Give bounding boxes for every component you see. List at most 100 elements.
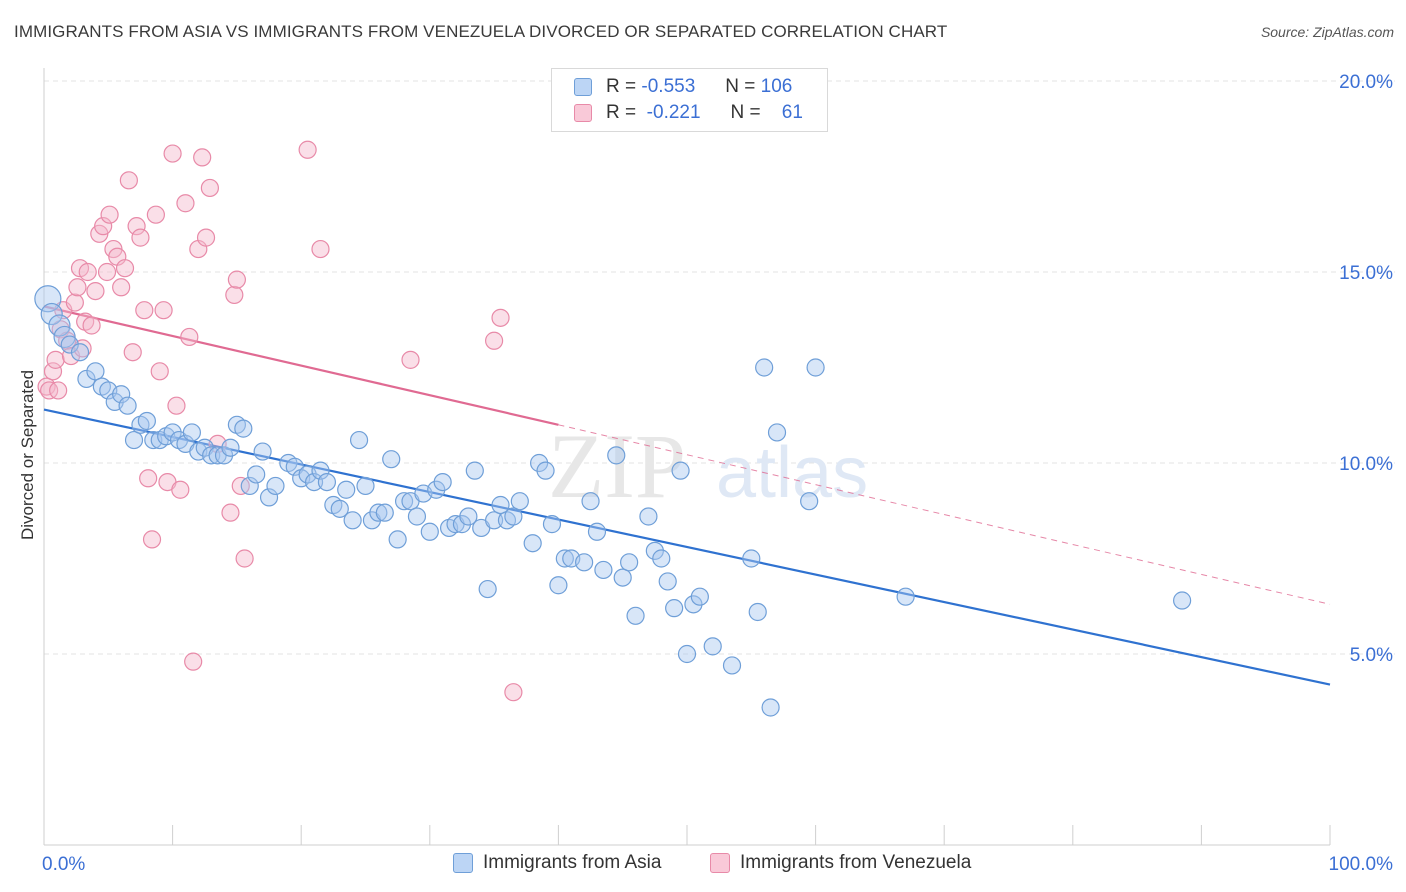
venezuela-point: [167, 396, 186, 415]
asia-point: [542, 515, 562, 534]
venezuela-point: [82, 316, 101, 335]
venezuela-points: [37, 140, 523, 702]
asia-point: [343, 511, 362, 530]
asia-point: [394, 492, 414, 511]
asia-point: [349, 430, 369, 450]
asia-point: [523, 534, 542, 553]
asia-point: [581, 492, 600, 511]
asia-point: [375, 503, 394, 522]
asia-point: [742, 549, 761, 568]
asia-point: [369, 503, 388, 522]
x-tick-label-min: 0.0%: [42, 854, 85, 875]
y-tick-label: 5.0%: [1350, 645, 1393, 666]
asia-point: [587, 522, 607, 541]
venezuela-point: [491, 308, 510, 327]
venezuela-point: [298, 140, 317, 159]
venezuela-r-value: -0.221: [646, 102, 701, 123]
asia-point: [755, 358, 774, 377]
legend-row-venezuela: R = -0.221 N = 61: [574, 101, 803, 125]
grid-lines: [44, 80, 1395, 655]
y-tick-label: 20.0%: [1339, 72, 1393, 93]
legend-item-venezuela[interactable]: Immigrants from Venezuela: [710, 852, 971, 874]
venezuela-point: [49, 381, 68, 400]
venezuela-point: [97, 262, 117, 282]
asia-n-label: N =: [725, 76, 756, 97]
asia-point: [485, 511, 504, 530]
venezuela-swatch: [574, 104, 592, 122]
asia-point: [677, 644, 697, 664]
asia-point: [645, 541, 664, 560]
venezuela-point: [146, 205, 165, 224]
asia-point: [639, 507, 658, 526]
venezuela-point: [94, 217, 113, 236]
asia-point: [748, 602, 767, 622]
venezuela-point: [235, 549, 254, 568]
asia-point: [555, 549, 574, 568]
asia-point: [703, 637, 722, 656]
watermark: ZIP atlas: [548, 415, 868, 517]
venezuela-n-value: 61: [781, 102, 803, 123]
asia-point: [34, 285, 62, 313]
asia-point: [575, 553, 594, 572]
asia-point: [800, 492, 819, 511]
venezuela-point: [154, 301, 173, 320]
asia-point: [433, 473, 452, 492]
venezuela-point: [193, 148, 212, 167]
y-tick-label: 15.0%: [1339, 263, 1393, 284]
venezuela-point: [200, 178, 219, 198]
asia-point: [510, 492, 529, 511]
asia-point: [247, 465, 266, 484]
asia-point: [253, 442, 272, 461]
asia-point: [459, 507, 478, 526]
asia-legend-label: Immigrants from Asia: [483, 852, 662, 873]
tick-labels: 5.0% 10.0% 15.0% 20.0% 0.0% 100.0%: [42, 72, 1393, 875]
series-legend: Immigrants from Asia Immigrants from Ven…: [0, 852, 1406, 878]
venezuela-point: [171, 480, 190, 499]
asia-point: [722, 656, 742, 675]
asia-point: [304, 473, 324, 492]
asia-point: [465, 461, 484, 480]
asia-point: [259, 488, 279, 507]
venezuela-point: [485, 331, 504, 350]
venezuela-point: [221, 503, 240, 522]
legend-row-asia: R = -0.553 N = 106: [574, 75, 792, 99]
venezuela-point: [46, 350, 65, 369]
asia-point: [549, 576, 568, 595]
venezuela-legend-label: Immigrants from Venezuela: [740, 852, 972, 873]
venezuela-point: [131, 228, 150, 247]
venezuela-point: [225, 285, 244, 305]
asia-point: [767, 423, 787, 442]
asia-point: [70, 343, 90, 362]
asia-point: [806, 358, 825, 377]
venezuela-point: [227, 270, 246, 289]
asia-point: [491, 495, 510, 515]
asia-point: [124, 430, 144, 450]
asia-point: [337, 480, 356, 499]
venezuela-point: [401, 350, 420, 369]
asia-point: [626, 606, 645, 625]
source-credit: Source: ZipAtlas.com: [1260, 24, 1394, 40]
venezuela-point: [78, 262, 97, 282]
venezuela-point: [112, 278, 131, 297]
watermark-atlas: atlas: [716, 433, 868, 513]
asia-point: [420, 522, 439, 541]
venezuela-point: [119, 171, 138, 190]
asia-point: [137, 411, 156, 431]
asia-point: [504, 507, 523, 526]
y-axis-label: Divorced or Separated: [18, 369, 37, 541]
asia-point: [214, 446, 234, 465]
asia-point: [613, 568, 632, 587]
venezuela-point: [150, 362, 169, 381]
asia-point: [690, 587, 709, 606]
asia-point: [652, 549, 671, 568]
venezuela-point: [127, 217, 146, 236]
asia-point: [407, 507, 427, 526]
venezuela-point: [196, 228, 216, 247]
legend-item-asia[interactable]: Immigrants from Asia: [453, 852, 661, 874]
venezuela-point: [139, 469, 158, 488]
asia-legend-swatch: [453, 853, 473, 873]
asia-point: [221, 438, 240, 457]
asia-point: [1173, 591, 1192, 610]
asia-point: [182, 423, 201, 442]
